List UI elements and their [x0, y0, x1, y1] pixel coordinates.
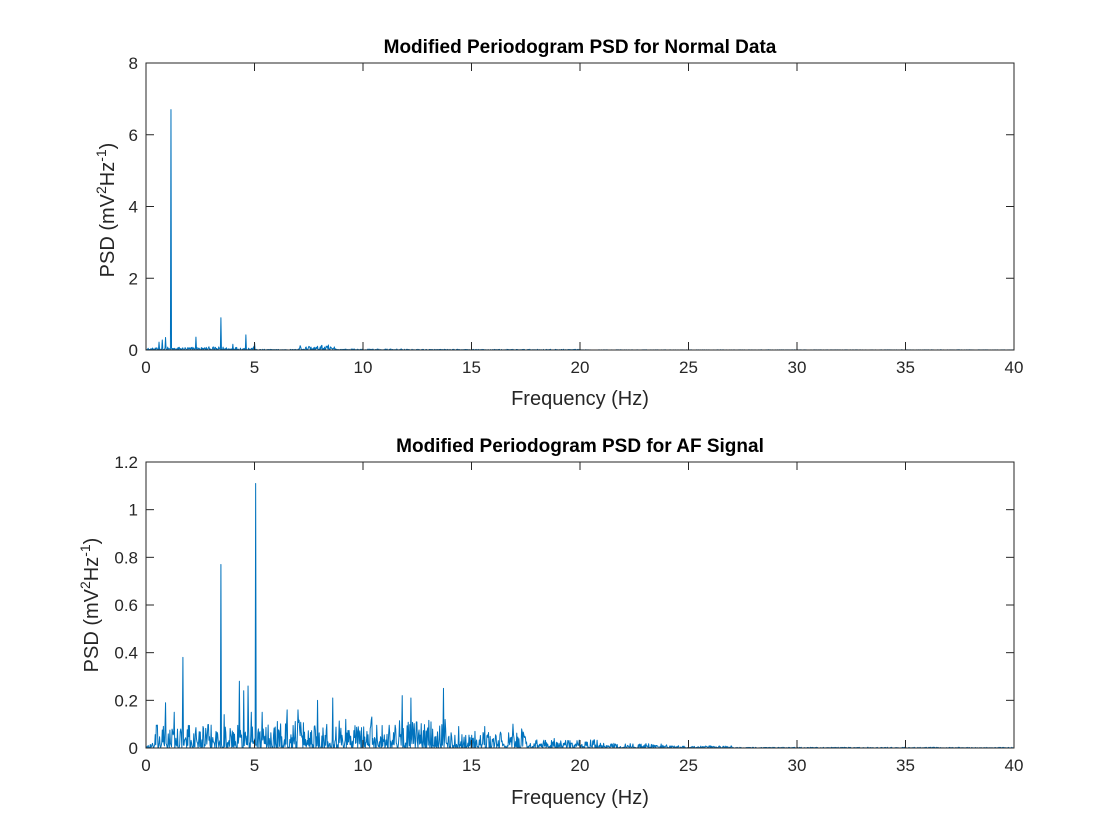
- chart-title: Modified Periodogram PSD for AF Signal: [396, 436, 764, 457]
- x-tick-label: 20: [571, 756, 590, 775]
- x-tick-label: 10: [354, 358, 373, 377]
- subplot-normal-data: Modified Periodogram PSD for Normal Data…: [93, 37, 1023, 410]
- chart-title: Modified Periodogram PSD for Normal Data: [384, 37, 777, 58]
- x-tick-label: 15: [462, 358, 481, 377]
- x-tick-label: 0: [141, 756, 150, 775]
- y-tick-label: 0.4: [114, 644, 138, 663]
- x-tick-label: 10: [354, 756, 373, 775]
- y-tick-label: 1: [129, 501, 138, 520]
- x-tick-label: 25: [679, 756, 698, 775]
- y-tick-label: 0: [129, 739, 138, 758]
- x-tick-label: 25: [679, 358, 698, 377]
- y-tick-label: 1.2: [114, 453, 138, 472]
- y-tick-label: 0.2: [114, 691, 138, 710]
- x-axis-label: Frequency (Hz): [511, 787, 649, 809]
- x-tick-label: 0: [141, 358, 150, 377]
- x-tick-label: 40: [1005, 756, 1024, 775]
- x-tick-label: 35: [896, 756, 915, 775]
- x-tick-label: 20: [571, 358, 590, 377]
- y-tick-label: 2: [129, 269, 138, 288]
- x-tick-label: 5: [250, 358, 259, 377]
- x-tick-label: 15: [462, 756, 481, 775]
- y-tick-label: 0.8: [114, 548, 138, 567]
- x-tick-label: 30: [788, 756, 807, 775]
- x-tick-label: 35: [896, 358, 915, 377]
- x-tick-label: 5: [250, 756, 259, 775]
- y-tick-label: 0: [129, 341, 138, 360]
- y-tick-label: 8: [129, 54, 138, 73]
- y-tick-label: 0.6: [114, 596, 138, 615]
- subplot-af-signal: Modified Periodogram PSD for AF Signal P…: [77, 436, 1023, 809]
- y-tick-label: 6: [129, 126, 138, 145]
- x-tick-label: 40: [1005, 358, 1024, 377]
- y-axis-label: PSD (mV2Hz-1): [77, 538, 103, 673]
- y-axis-label: PSD (mV2Hz-1): [93, 143, 119, 278]
- y-tick-label: 4: [129, 198, 138, 217]
- x-axis-label: Frequency (Hz): [511, 388, 649, 410]
- x-tick-label: 30: [788, 358, 807, 377]
